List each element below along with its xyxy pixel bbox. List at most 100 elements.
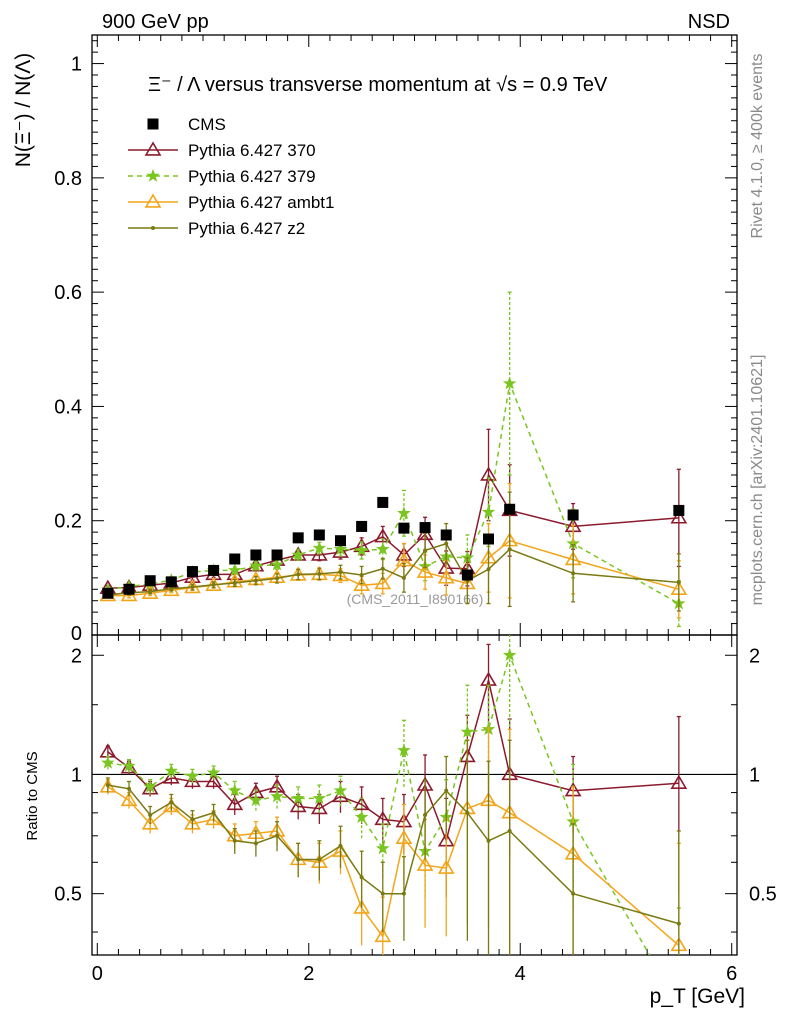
y-tick-label: 0.6 (54, 282, 82, 304)
legend-label: Pythia 6.427 379 (188, 167, 316, 186)
series-4-ratio-point (105, 783, 110, 788)
series-2-ratio-point (333, 783, 348, 797)
cms-point (165, 576, 177, 588)
cms-point (334, 535, 346, 547)
x-tick-label: 6 (726, 963, 737, 985)
series-4-point (507, 547, 512, 552)
series-2-point (270, 557, 284, 571)
series-1-point (310, 546, 328, 561)
cms-point (313, 529, 325, 541)
series-2-ratio-point (502, 648, 517, 662)
legend-marker (151, 226, 155, 230)
series-2-ratio-point (101, 755, 115, 769)
series-3-point (416, 563, 434, 578)
series-4-ratio-point (444, 788, 449, 793)
series-4-point (169, 586, 174, 591)
series-4-point (232, 581, 237, 585)
series-4-ratio-point (571, 891, 576, 896)
cms-point (567, 509, 579, 521)
series-4-point (253, 578, 258, 583)
cms-point (461, 569, 473, 581)
legend-label: CMS (188, 115, 226, 134)
cms-point (208, 564, 220, 576)
series-4-point (571, 571, 576, 576)
series-1-ratio-point (289, 797, 307, 813)
series-2-ratio-point (164, 763, 179, 777)
series-2-ratio-point (397, 743, 411, 757)
series-4-point (486, 567, 491, 572)
series-1-ratio-point (353, 795, 371, 811)
cms-point (440, 529, 452, 541)
legend: CMS Pythia 6.427 370 Pythia 6.427 379 Pythi… (128, 115, 334, 238)
series-2-ratio-point (185, 769, 200, 782)
series-4-ratio-point (359, 875, 364, 880)
ratio-tick-label-right: 1 (749, 764, 760, 786)
series-2-ratio-point (227, 783, 242, 797)
legend-marker (147, 118, 159, 130)
series-2-point (397, 506, 411, 520)
series-4-ratio-point (275, 833, 280, 838)
series-2-ratio-line (107, 652, 651, 955)
series-2-ratio-point (249, 793, 263, 807)
series-4-ratio-point (317, 857, 322, 862)
y-tick-label: 1 (71, 54, 82, 76)
cms-point (250, 549, 262, 561)
series-4-ratio-point (211, 810, 216, 815)
cms-point (483, 533, 495, 545)
ratio-tick-label: 0.5 (54, 884, 82, 906)
series-4-ratio-point (486, 838, 491, 843)
series-4-point (423, 548, 428, 553)
series-3-ratio-point (141, 815, 159, 830)
series-1-ratio-point (226, 795, 244, 811)
series-2-line (107, 380, 680, 605)
series-2-ratio-point (376, 841, 390, 855)
series-2-ratio-point (206, 765, 221, 779)
cms-point (123, 583, 135, 595)
series-2-point (376, 542, 390, 556)
series-3-ratio-point (374, 927, 392, 943)
series-3-point (437, 569, 455, 584)
series-4-ratio-point (253, 841, 258, 846)
series-4-point (190, 585, 195, 589)
series-3-ratio-point (416, 856, 434, 871)
series-2-ratio-point (312, 791, 327, 805)
series-4-point (401, 575, 406, 580)
y-axis-label: N(Ξ⁻) / N(Λ) (12, 53, 35, 168)
cms-point (229, 553, 241, 565)
series-2-point (502, 376, 517, 390)
series-1-ratio-point (205, 772, 222, 788)
cms-point (398, 522, 410, 534)
series-4-point (338, 570, 343, 575)
series-4-ratio-point (169, 800, 174, 805)
series-3-point (353, 576, 371, 591)
cms-point (356, 520, 368, 532)
x-tick-label: 0 (92, 963, 103, 985)
series-2-point (354, 543, 369, 557)
x-tick-label: 2 (303, 963, 314, 985)
series-4-ratio-point (127, 786, 132, 791)
ratio-series-layer (99, 635, 688, 955)
series-3-ratio-line (107, 786, 680, 946)
legend-marker (146, 168, 160, 182)
series-2-point (312, 541, 327, 554)
cms-point (419, 522, 431, 534)
cms-point (271, 549, 283, 561)
series-4-point (317, 571, 322, 576)
series-4-ratio-point (296, 857, 301, 862)
series-2-point (291, 547, 305, 561)
side-label-rivet: Rivet 4.1.0, ≥ 400k events (749, 54, 766, 239)
series-2-point (249, 558, 263, 572)
series-4-ratio-point (507, 828, 512, 833)
series-4-point (148, 589, 153, 594)
series-3-point (374, 574, 392, 590)
series-4-point (359, 573, 364, 577)
ratio-tick-label: 2 (71, 645, 82, 667)
y-tick-label-zero: 0 (71, 623, 82, 645)
series-2-ratio-point (122, 758, 136, 772)
cms-point (186, 566, 198, 578)
series-1-ratio-line (107, 680, 679, 844)
y-tick-label: 0.8 (54, 168, 82, 190)
ratio-y-axis-label: Ratio to CMS (24, 751, 41, 840)
